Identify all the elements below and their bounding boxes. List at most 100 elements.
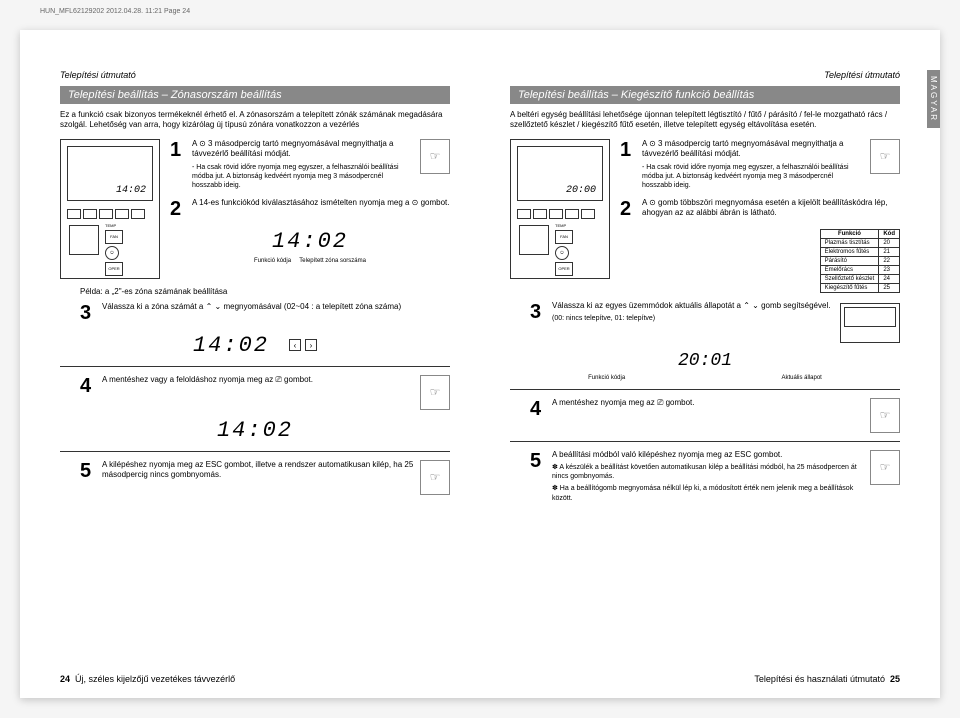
language-tab: MAGYAR bbox=[927, 70, 940, 128]
step-4-text: A mentéshez vagy a feloldáshoz nyomja me… bbox=[102, 375, 414, 410]
cap-right: Telepített zóna sorszáma bbox=[299, 258, 366, 264]
step-num: 3 bbox=[80, 302, 96, 325]
right-page: Telepítési útmutató Telepítési beállítás… bbox=[480, 30, 940, 698]
step-3-right: 3 Válassza ki az egyes üzemmódok aktuáli… bbox=[510, 301, 900, 343]
hand-icon bbox=[870, 450, 900, 485]
display-1402-c: 14:02 bbox=[60, 418, 450, 443]
table-row: Szellőztető készlet24 bbox=[820, 274, 899, 283]
example-label: Példa: a „2"-es zóna számának beállítása bbox=[60, 287, 450, 296]
hand-icon bbox=[870, 398, 900, 433]
step-3: 3 Válassza ki a zóna számát a ⌃ ⌄ megnyo… bbox=[60, 302, 450, 325]
step-1-note-right: - Ha csak rövid időre nyomja meg egyszer… bbox=[642, 163, 864, 190]
remote-button-grid bbox=[511, 207, 609, 221]
hand-icon bbox=[870, 139, 900, 174]
page-meta: HUN_MFL62129202 2012.04.28. 11:21 Page 2… bbox=[40, 8, 190, 15]
remote-fan-btn: FAN bbox=[105, 230, 123, 244]
step-num: 2 bbox=[170, 198, 186, 221]
cell: 23 bbox=[879, 265, 900, 274]
remote-button-grid bbox=[61, 207, 159, 221]
display-1402: 14:02 bbox=[170, 229, 450, 254]
page-num-left: 24 bbox=[60, 674, 70, 684]
th-func: Funkció bbox=[820, 229, 879, 238]
step-5: 5 A kilépéshez nyomja meg az ESC gombot,… bbox=[60, 460, 450, 495]
remote-display-right: 20:00 bbox=[517, 146, 603, 201]
remote-time-right: 20:00 bbox=[566, 185, 596, 196]
step-5-right: 5 A beállítási módból való kilépéshez ny… bbox=[510, 450, 900, 503]
step-1-text: A ⊙ 3 másodpercig tartó megnyomásával me… bbox=[192, 139, 393, 158]
small-remote-icon bbox=[840, 303, 900, 343]
page-spread: Telepítési útmutató Telepítési beállítás… bbox=[20, 30, 940, 698]
section-header-right: Telepítési beállítás – Kiegészítő funkci… bbox=[510, 86, 900, 104]
divider bbox=[510, 389, 900, 390]
cap-left: Funkció kódja bbox=[588, 375, 625, 381]
step-5-text-right: A beállítási módból való kilépéshez nyom… bbox=[552, 450, 782, 459]
step-1-text-right: A ⊙ 3 másodpercig tartó megnyomásával me… bbox=[642, 139, 843, 158]
th-code: Kód bbox=[879, 229, 900, 238]
cell: Kiegészítő fűtés bbox=[820, 283, 879, 292]
remote-btn bbox=[67, 209, 81, 219]
hand-icon bbox=[420, 375, 450, 410]
cell: Szellőztető készlet bbox=[820, 274, 879, 283]
footer-left: 24 Új, széles kijelzőjű vezetékes távvez… bbox=[60, 674, 235, 684]
remote-btn bbox=[99, 209, 113, 219]
remote-btn bbox=[115, 209, 129, 219]
table-row: Párásító22 bbox=[820, 256, 899, 265]
cell: 21 bbox=[879, 247, 900, 256]
section-header-left: Telepítési beállítás – Zónasorszám beáll… bbox=[60, 86, 450, 104]
divider bbox=[60, 366, 450, 367]
table-row: Kiegészítő fűtés25 bbox=[820, 283, 899, 292]
remote-btn bbox=[517, 209, 531, 219]
step-4: 4 A mentéshez vagy a feloldáshoz nyomja … bbox=[60, 375, 450, 410]
remote-and-steps: 14:02 TEMP FAN ⏻ OPER bbox=[60, 139, 450, 279]
divider bbox=[510, 441, 900, 442]
step-2-right: 2 A ⊙ gomb többszöri megnyomása esetén a… bbox=[620, 198, 900, 221]
remote-mode-btn: OPER bbox=[555, 262, 573, 276]
display-caption: Funkció kódja Telepített zóna sorszáma bbox=[170, 258, 450, 264]
step-5-b1: ✽ A készülék a beállítást követően autom… bbox=[552, 463, 864, 481]
step-num: 1 bbox=[620, 139, 636, 190]
step-num: 4 bbox=[530, 398, 546, 433]
step-3-note-right: (00: nincs telepítve, 01: telepítve) bbox=[552, 314, 834, 323]
remote-btn bbox=[549, 209, 563, 219]
cell: 24 bbox=[879, 274, 900, 283]
step-4-right: 4 A mentéshez nyomja meg az ⎚ gombot. bbox=[510, 398, 900, 433]
step-4-text-right: A mentéshez nyomja meg az ⎚ gombot. bbox=[552, 398, 864, 433]
step-1-right: 1 A ⊙ 3 másodpercig tartó megnyomásával … bbox=[620, 139, 900, 190]
step-num: 5 bbox=[80, 460, 96, 495]
status-caption: Funkció kódja Aktuális állapot bbox=[510, 375, 900, 381]
footer-text-left: Új, széles kijelzőjű vezetékes távvezérl… bbox=[75, 674, 235, 684]
step-num: 1 bbox=[170, 139, 186, 190]
remote-and-steps-right: 20:00 TEMP FAN ⏻ OPER bbox=[510, 139, 900, 293]
remote-power-btn: ⏻ bbox=[105, 246, 119, 260]
remote-display: 14:02 bbox=[67, 146, 153, 201]
display-1402-b: 14:02 bbox=[193, 333, 269, 358]
table-row: Elektromos fűtés21 bbox=[820, 247, 899, 256]
table-row: Emelőrács23 bbox=[820, 265, 899, 274]
remote-btn bbox=[565, 209, 579, 219]
remote-fan-btn: FAN bbox=[555, 230, 573, 244]
step-1-note: - Ha csak rövid időre nyomja meg egyszer… bbox=[192, 163, 414, 190]
remote-dpad bbox=[69, 225, 99, 255]
remote-mode-btn: OPER bbox=[105, 262, 123, 276]
hand-icon bbox=[420, 460, 450, 495]
hand-icon bbox=[420, 139, 450, 174]
divider bbox=[60, 451, 450, 452]
step-num: 3 bbox=[530, 301, 546, 343]
step-5-text: A kilépéshez nyomja meg az ESC gombot, i… bbox=[102, 460, 414, 495]
intro-right: A beltéri egység beállítási lehetősége ú… bbox=[510, 110, 900, 131]
remote-power-btn: ⏻ bbox=[555, 246, 569, 260]
step-num: 5 bbox=[530, 450, 546, 503]
step-2-text-right: A ⊙ gomb többszöri megnyomása esetén a k… bbox=[642, 198, 900, 221]
remote-illustration-right: 20:00 TEMP FAN ⏻ OPER bbox=[510, 139, 610, 279]
page-num-right: 25 bbox=[890, 674, 900, 684]
cell: Párásító bbox=[820, 256, 879, 265]
cell: Elektromos fűtés bbox=[820, 247, 879, 256]
step-3-display-row: 14:02 ‹ › bbox=[60, 333, 450, 358]
remote-time: 14:02 bbox=[116, 185, 146, 196]
step-2-text: A 14-es funkciókód kiválasztásához ismét… bbox=[192, 198, 450, 221]
cap-right: Aktuális állapot bbox=[781, 375, 821, 381]
table-row: Plazmás tisztítás20 bbox=[820, 238, 899, 247]
step-num: 2 bbox=[620, 198, 636, 221]
right-arrow-icon: › bbox=[305, 339, 317, 351]
step-5-b2: ✽ Ha a beállítógomb megnyomása nélkül lé… bbox=[552, 484, 864, 502]
